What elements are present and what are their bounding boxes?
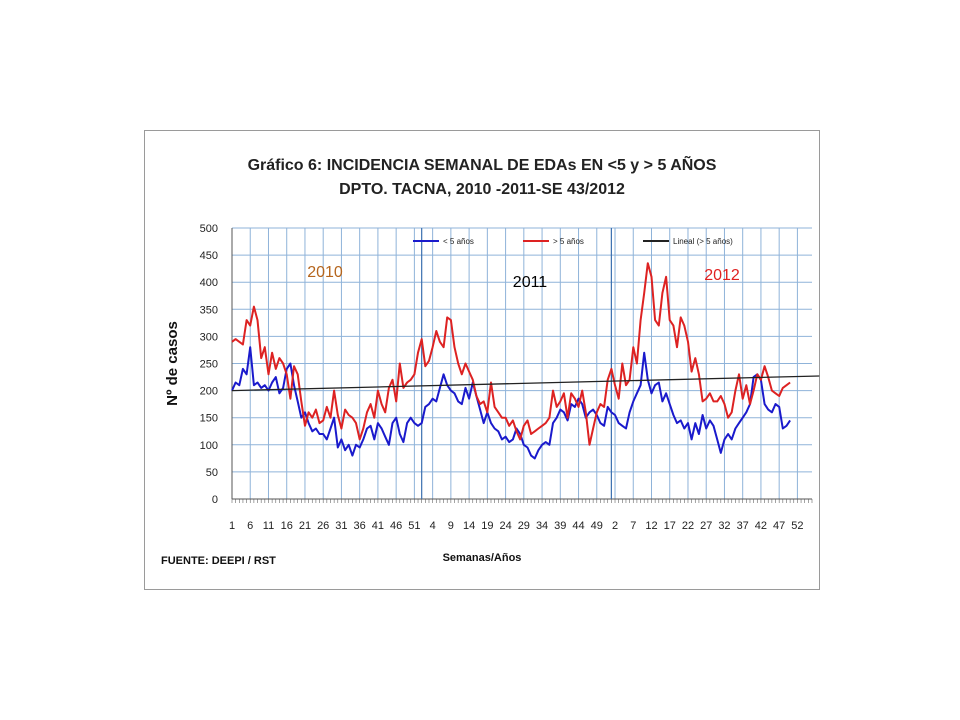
y-tick-label: 150 (200, 413, 218, 425)
x-tick-label: 36 (354, 520, 366, 532)
y-tick-label: 0 (212, 494, 218, 506)
x-axis-label: Semanas/Años (443, 552, 522, 564)
x-tick-label: 16 (281, 520, 293, 532)
x-tick-label: 39 (554, 520, 566, 532)
x-tick-label: 37 (737, 520, 749, 532)
x-tick-label: 44 (572, 520, 584, 532)
source-note: FUENTE: DEEPI / RST (161, 555, 276, 567)
x-tick-label: 46 (390, 520, 402, 532)
x-tick-label: 41 (372, 520, 384, 532)
x-tick-label: 17 (664, 520, 676, 532)
legend-label: > 5 años (553, 237, 584, 246)
x-tick-label: 2 (612, 520, 618, 532)
y-axis-label: Nº de casos (164, 321, 181, 406)
year-label: 2010 (307, 264, 343, 281)
x-tick-label: 19 (481, 520, 493, 532)
x-tick-label: 27 (700, 520, 712, 532)
x-tick-label: 12 (645, 520, 657, 532)
x-tick-label: 14 (463, 520, 475, 532)
x-tick-label: 9 (448, 520, 454, 532)
y-tick-label: 450 (200, 250, 218, 262)
y-tick-label: 50 (206, 467, 218, 479)
x-tick-label: 24 (499, 520, 511, 532)
x-tick-label: 21 (299, 520, 311, 532)
y-tick-label: 200 (200, 386, 218, 398)
chart-title: Gráfico 6: INCIDENCIA SEMANAL DE EDAs EN… (247, 157, 717, 174)
y-tick-label: 350 (200, 304, 218, 316)
x-tick-label: 32 (718, 520, 730, 532)
x-tick-label: 6 (247, 520, 253, 532)
x-tick-label: 26 (317, 520, 329, 532)
x-tick-label: 47 (773, 520, 785, 532)
x-tick-label: 49 (591, 520, 603, 532)
chart-subtitle: DPTO. TACNA, 2010 -2011-SE 43/2012 (339, 181, 625, 198)
series-line-1 (231, 262, 791, 446)
y-tick-label: 100 (200, 440, 218, 452)
x-tick-label: 22 (682, 520, 694, 532)
x-tick-label: 7 (630, 520, 636, 532)
y-tick-label: 300 (200, 331, 218, 343)
trend-line (231, 375, 820, 392)
x-tick-label: 52 (791, 520, 803, 532)
y-tick-label: 500 (200, 223, 218, 235)
x-tick-label: 1 (229, 520, 235, 532)
chart-frame: Gráfico 6: INCIDENCIA SEMANAL DE EDAs EN… (144, 130, 820, 590)
x-tick-label: 29 (518, 520, 530, 532)
legend-label: < 5 años (443, 237, 474, 246)
year-label: 2012 (704, 267, 740, 284)
legend-label: Lineal (> 5 años) (673, 237, 733, 246)
x-tick-label: 31 (335, 520, 347, 532)
series-line-0 (231, 346, 791, 460)
x-tick-label: 11 (263, 520, 274, 532)
x-tick-label: 42 (755, 520, 767, 532)
x-tick-label: 51 (408, 520, 420, 532)
x-tick-label: 4 (430, 520, 436, 532)
y-tick-label: 250 (200, 359, 218, 371)
y-tick-label: 400 (200, 277, 218, 289)
x-tick-label: 34 (536, 520, 548, 532)
year-label: 2011 (513, 274, 548, 291)
